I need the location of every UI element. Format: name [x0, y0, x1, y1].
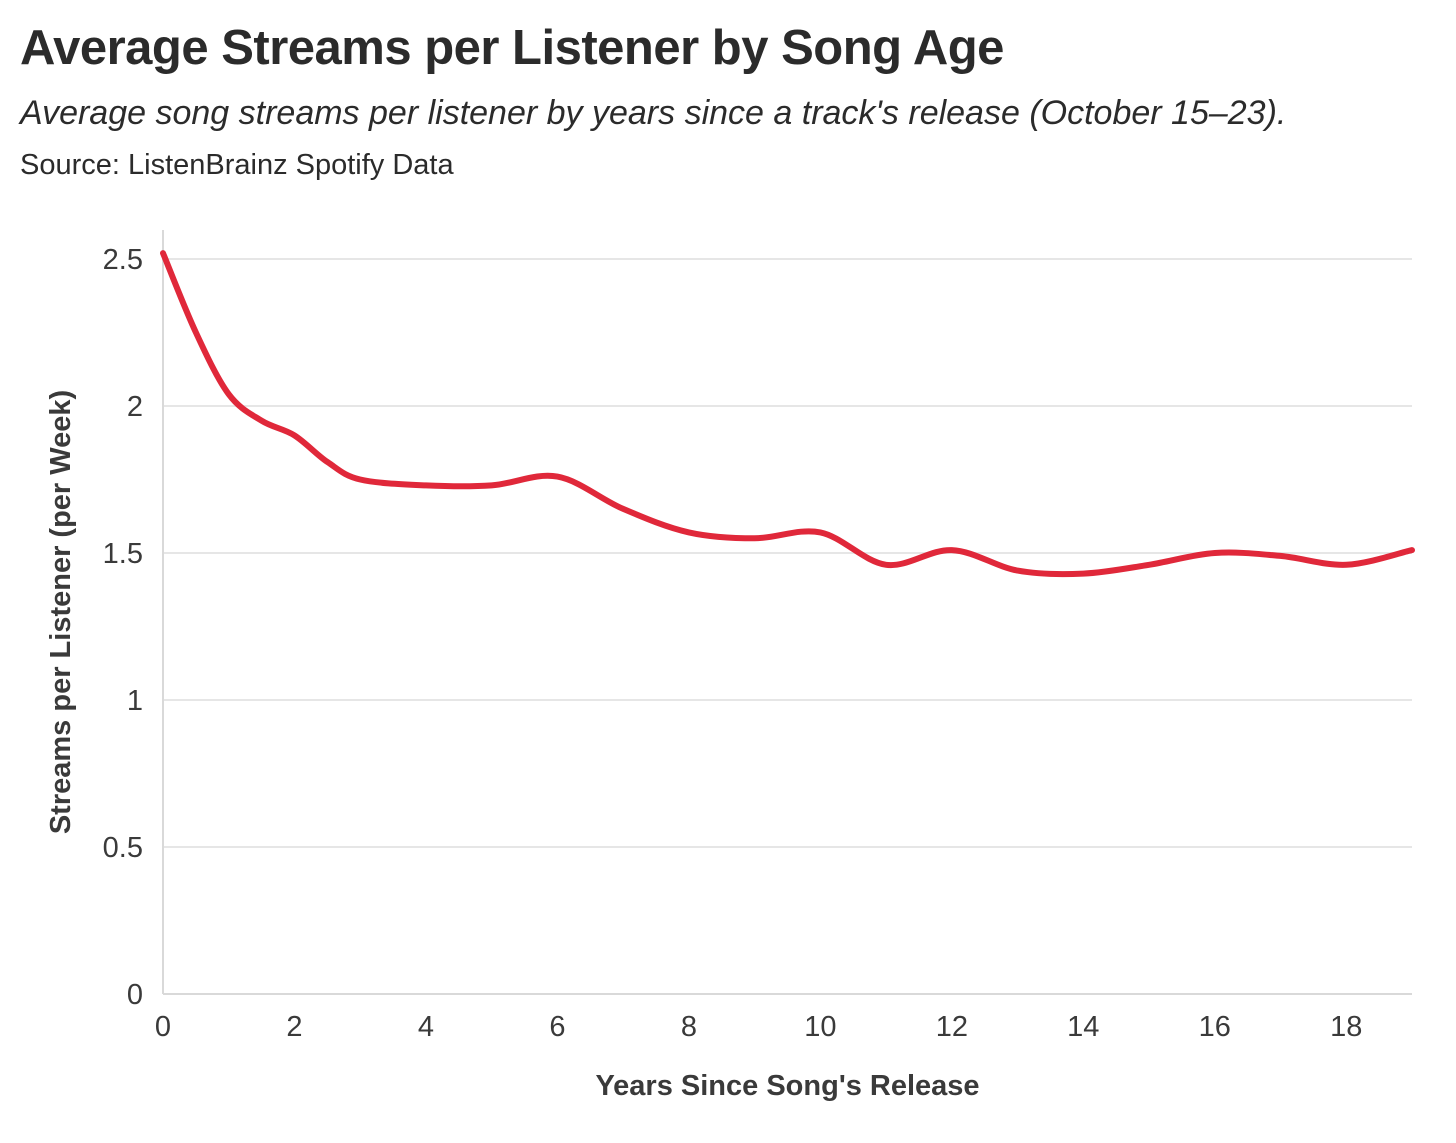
x-tick-label: 12	[936, 1011, 968, 1043]
y-tick-label: 2	[127, 391, 143, 423]
x-tick-label: 6	[549, 1011, 565, 1043]
x-axis-ticks: 0 2 4 6 8 10 12 14 16 18	[155, 1011, 1362, 1043]
y-tick-label: 1	[127, 685, 143, 717]
y-tick-label: 1.5	[103, 538, 143, 570]
chart-subtitle: Average song streams per listener by yea…	[20, 94, 1287, 132]
x-tick-label: 4	[418, 1011, 434, 1043]
series-line	[160, 250, 1415, 578]
x-tick-label: 8	[681, 1011, 697, 1043]
y-axis-label: Streams per Listener (per Week)	[45, 390, 77, 834]
x-tick-label: 0	[155, 1011, 171, 1043]
chart-title: Average Streams per Listener by Song Age	[20, 21, 1004, 75]
y-tick-label: 0.5	[103, 832, 143, 864]
x-tick-label: 2	[286, 1011, 302, 1043]
x-tick-label: 10	[804, 1011, 836, 1043]
y-tick-label: 2.5	[103, 244, 143, 276]
chart-source: Source: ListenBrainz Spotify Data	[20, 149, 454, 181]
x-tick-label: 14	[1067, 1011, 1099, 1043]
x-axis-label: Years Since Song's Release	[595, 1070, 979, 1102]
y-tick-label: 0	[127, 979, 143, 1011]
x-tick-label: 18	[1330, 1011, 1362, 1043]
y-axis-ticks: 0 0.5 1 1.5 2 2.5	[103, 244, 143, 1011]
x-tick-label: 16	[1199, 1011, 1231, 1043]
